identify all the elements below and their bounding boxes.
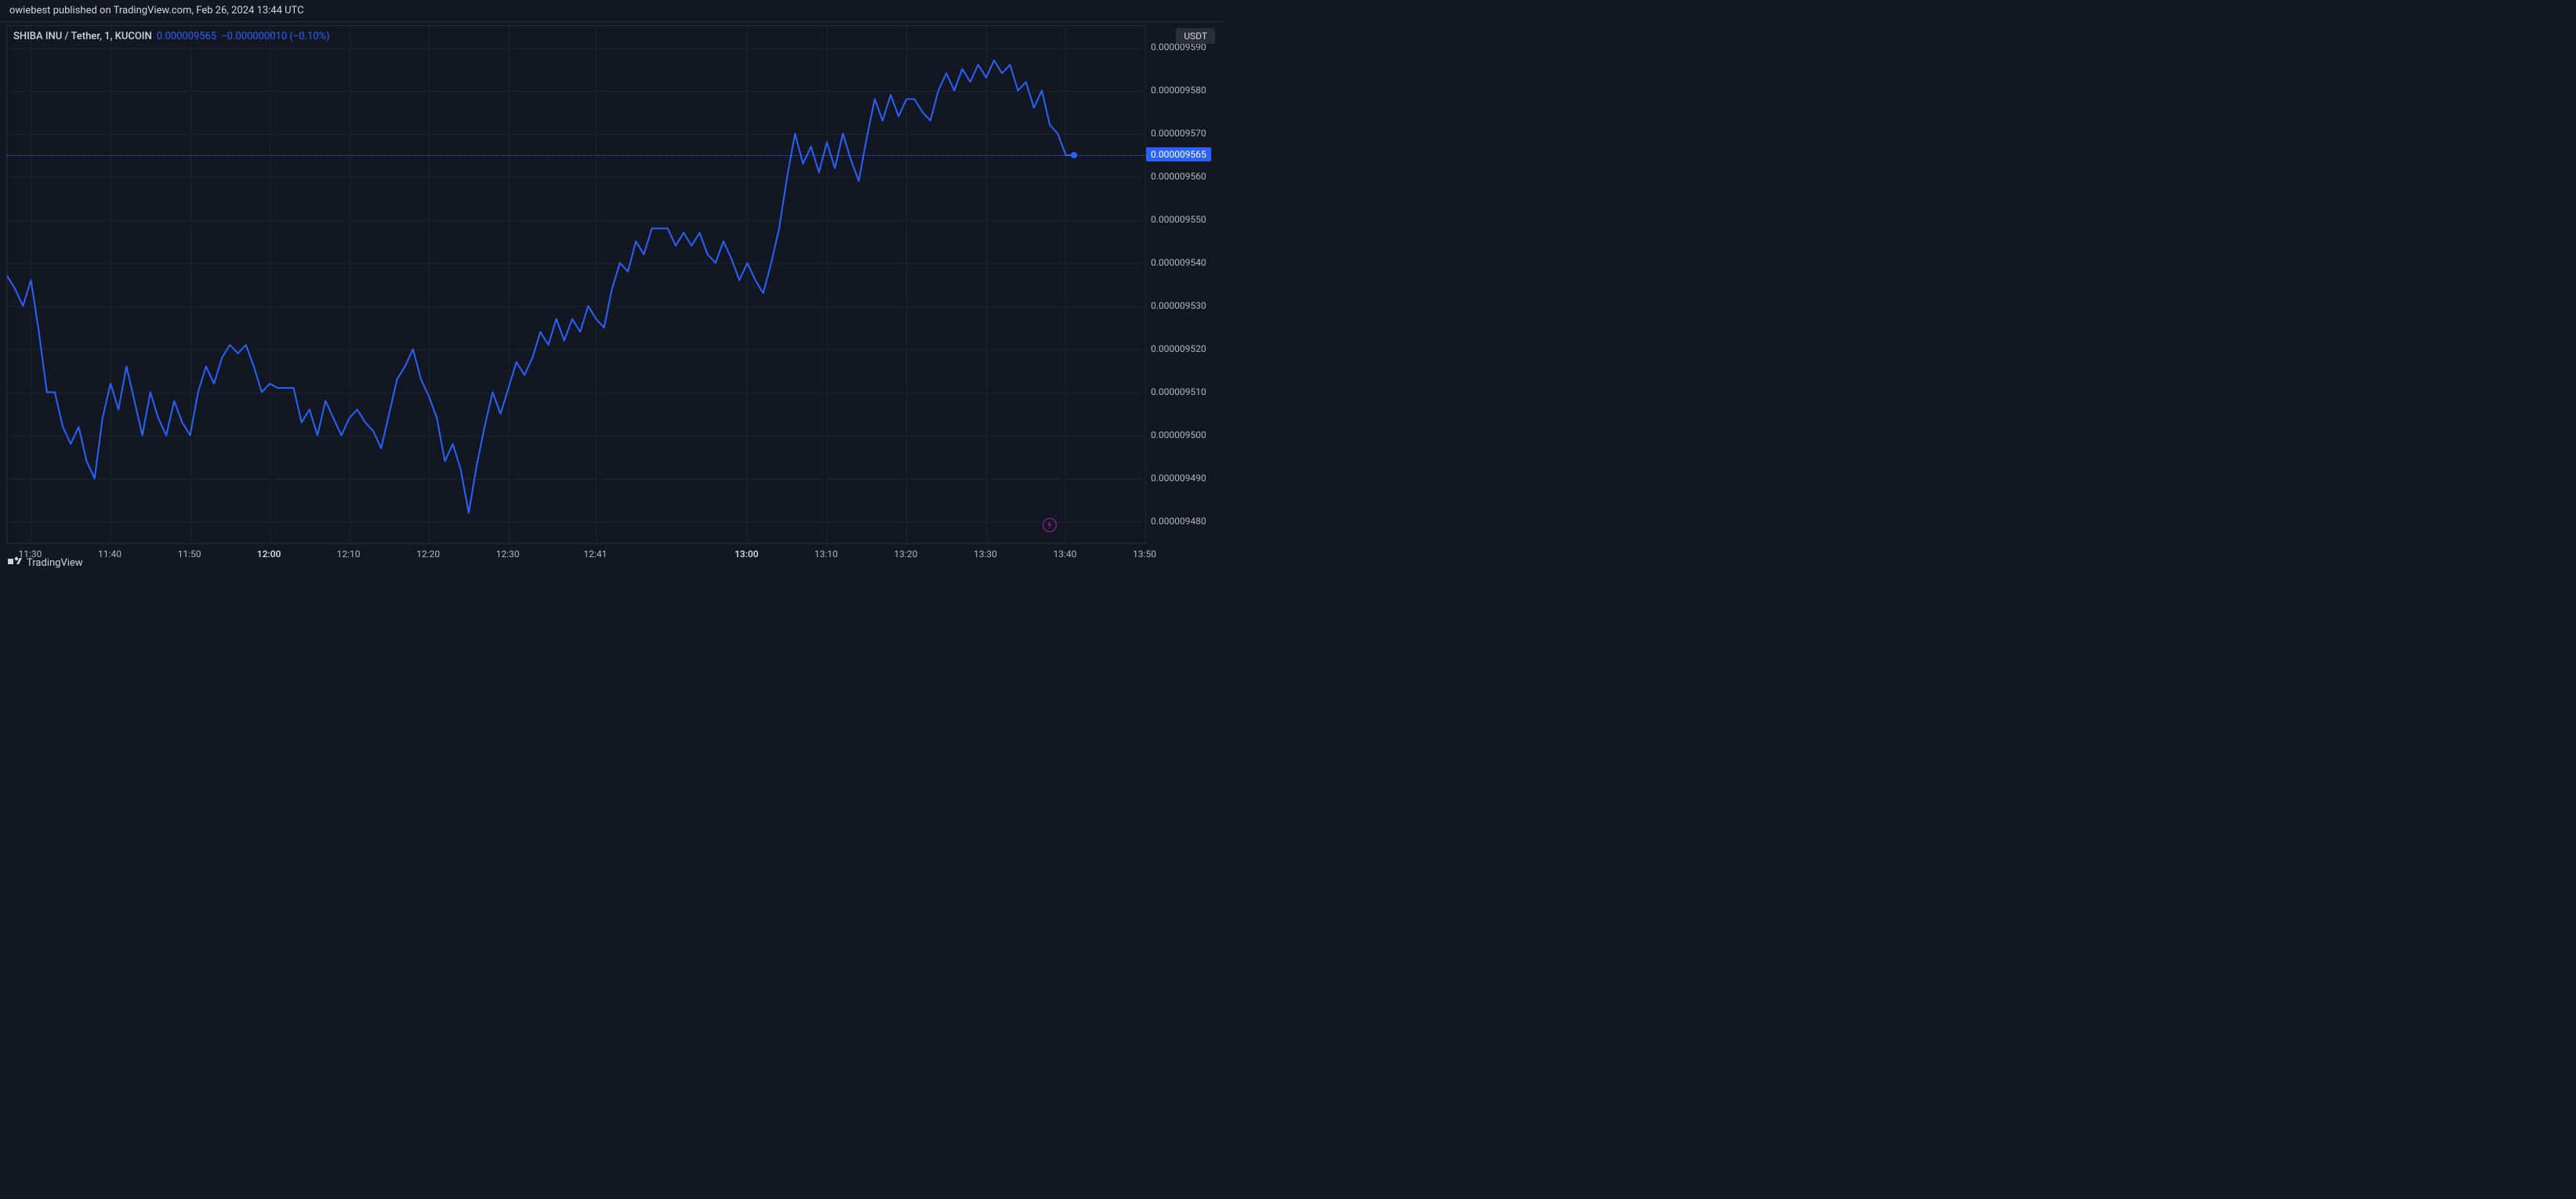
currency-badge[interactable]: USDT: [1176, 28, 1215, 44]
y-tick: 0.000009580: [1151, 85, 1206, 96]
y-tick: 0.000009480: [1151, 516, 1206, 527]
tradingview-logo-icon: [8, 556, 22, 569]
symbol-label[interactable]: SHIBA INU / Tether, 1, KUCOIN: [13, 31, 152, 42]
y-tick: 0.000009550: [1151, 214, 1206, 225]
x-axis[interactable]: 11:3011:4011:5012:0012:1012:2012:3012:41…: [0, 547, 1225, 566]
publish-text: owiebest published on TradingView.com, F…: [9, 5, 304, 16]
x-tick: 12:00: [257, 549, 281, 560]
chart-plot-area[interactable]: SHIBA INU / Tether, 1, KUCOIN 0.00000956…: [6, 25, 1146, 544]
x-tick: 13:50: [1133, 549, 1156, 560]
last-price-dot: [1071, 152, 1077, 158]
y-tick: 0.000009540: [1151, 257, 1206, 268]
x-tick: 13:10: [815, 549, 838, 560]
x-tick: 13:20: [894, 549, 917, 560]
x-tick: 13:30: [974, 549, 997, 560]
y-tick: 0.000009560: [1151, 171, 1206, 182]
symbol-info: SHIBA INU / Tether, 1, KUCOIN 0.00000956…: [13, 31, 330, 42]
price-change: −0.000000010 (−0.10%): [221, 31, 329, 42]
x-tick: 12:41: [583, 549, 607, 560]
x-tick: 13:00: [735, 549, 759, 560]
y-axis[interactable]: USDT 0.0000095900.0000095800.0000095700.…: [1146, 25, 1218, 544]
y-tick: 0.000009500: [1151, 429, 1206, 440]
x-tick: 13:40: [1054, 549, 1077, 560]
y-tick: 0.000009510: [1151, 386, 1206, 397]
y-tick: 0.000009530: [1151, 300, 1206, 311]
x-tick: 11:50: [178, 549, 201, 560]
y-tick: 0.000009570: [1151, 128, 1206, 139]
x-tick: 12:20: [416, 549, 440, 560]
chart-container: SHIBA INU / Tether, 1, KUCOIN 0.00000956…: [0, 22, 1225, 547]
x-tick: 12:30: [496, 549, 520, 560]
x-tick: 12:10: [337, 549, 361, 560]
x-tick: 11:40: [98, 549, 122, 560]
price-line-chart: [7, 26, 1145, 543]
y-tick: 0.000009490: [1151, 473, 1206, 484]
y-tick-current: 0.000009565: [1146, 147, 1211, 161]
last-price: 0.000009565: [157, 31, 217, 42]
footer-brand-text: TradingView: [27, 557, 83, 569]
publish-info: owiebest published on TradingView.com, F…: [0, 0, 1225, 22]
footer-brand[interactable]: TradingView: [8, 556, 83, 569]
snapshot-icon[interactable]: [1043, 518, 1057, 532]
y-tick: 0.000009520: [1151, 343, 1206, 354]
